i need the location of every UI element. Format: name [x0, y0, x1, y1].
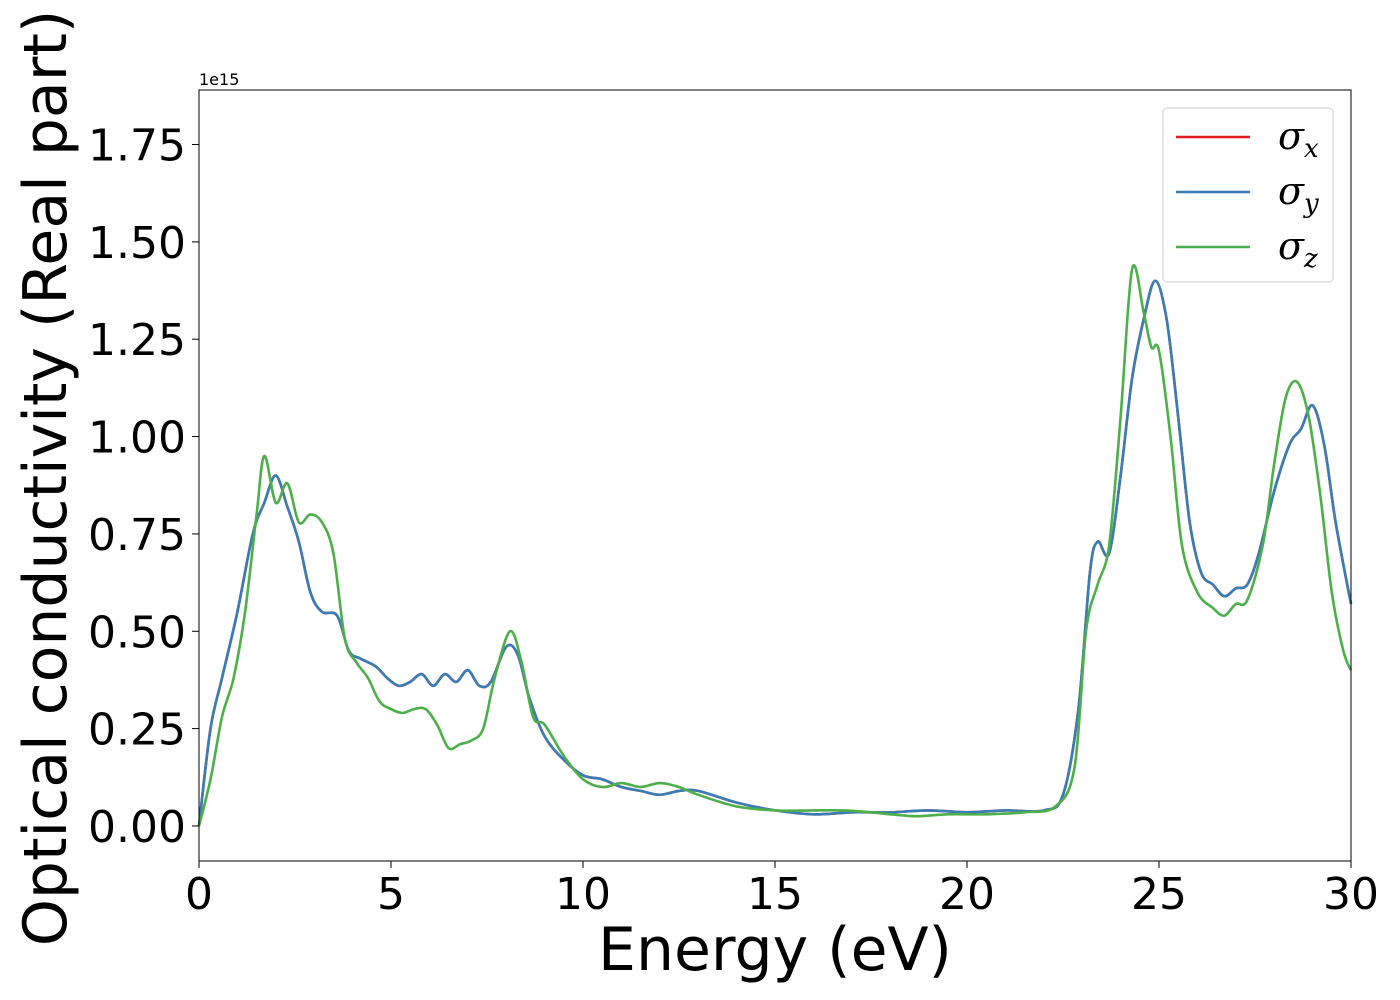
x-tick-label: 20	[939, 869, 995, 920]
y-tick-label: 1.25	[88, 315, 186, 366]
legend-box	[1162, 107, 1334, 283]
y-axis-title: Optical conductivity (Real part)	[11, 10, 81, 947]
y-tick-label: 1.50	[88, 218, 186, 269]
y-tick-label: 1.00	[88, 413, 186, 464]
series-line-x	[197, 279, 1353, 827]
x-tick-label: 5	[377, 869, 405, 920]
y-tick-label: 0.75	[88, 510, 186, 561]
y-axis: 0.00 0.25 0.50 0.75 1.00 1.25 1.50 1.75	[88, 121, 199, 853]
x-tick-label: 30	[1323, 869, 1379, 920]
y-tick-label: 1.75	[88, 121, 186, 172]
x-axis-title: Energy (eV)	[598, 915, 952, 985]
series-line-y	[197, 279, 1353, 827]
y-offset-label: 1e15	[199, 70, 239, 89]
y-tick-label: 0.50	[88, 607, 186, 658]
x-tick-label: 25	[1131, 869, 1187, 920]
y-tick-label: 0.25	[88, 705, 186, 756]
series-line-z	[197, 264, 1353, 827]
legend-label-y: σy	[1278, 169, 1319, 219]
x-tick-label: 0	[185, 869, 213, 920]
x-axis: 0 5 10 15 20 25 30	[185, 861, 1379, 920]
legend-label-x: σx	[1278, 114, 1319, 164]
series-lines	[197, 264, 1353, 827]
x-tick-label: 15	[747, 869, 803, 920]
legend-label-z: σz	[1278, 224, 1318, 274]
x-tick-label: 10	[555, 869, 611, 920]
y-tick-label: 0.00	[88, 802, 186, 853]
